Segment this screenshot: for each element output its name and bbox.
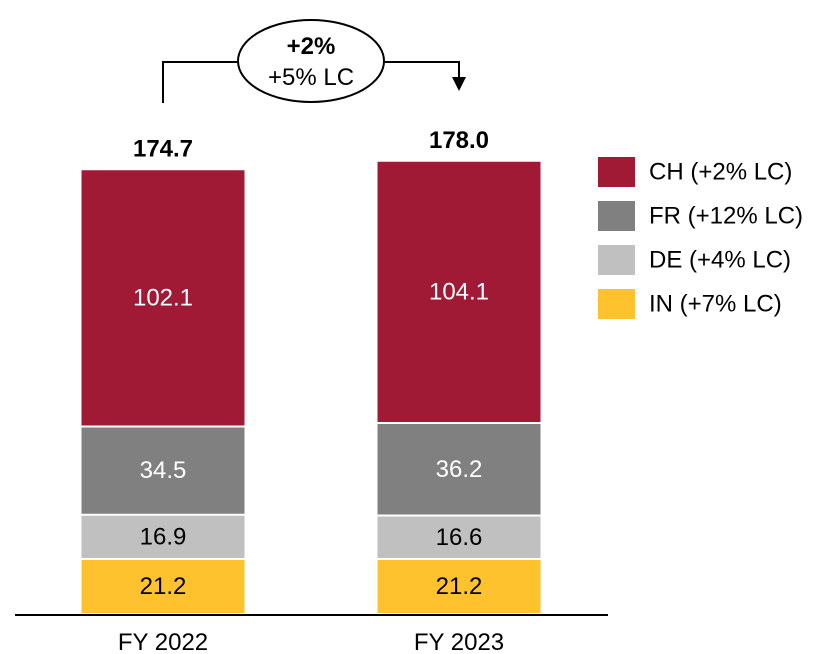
bar-segment-de-fy-2023	[377, 516, 541, 558]
bar-value-label: 36.2	[436, 456, 483, 483]
bar-value-label: 21.2	[140, 573, 187, 600]
legend-swatch-in	[598, 289, 635, 319]
bar-value-label: 21.2	[436, 573, 483, 600]
bar-value-label: 104.1	[429, 278, 489, 305]
bar-value-label: 102.1	[133, 284, 193, 311]
bar-segment-in-fy-2022	[81, 560, 245, 613]
bar-value-label: 16.6	[436, 524, 483, 551]
category-labels: FY 2022 FY 2023	[118, 629, 504, 654]
bar-segment-ch-fy-2023	[377, 161, 541, 422]
bar-segment-in-fy-2023	[377, 560, 541, 613]
bar-segment-fr-fy-2022	[81, 427, 245, 514]
growth-annotation: +2% +5% LC	[162, 19, 466, 103]
legend-label: DE (+4% LC)	[649, 247, 791, 274]
legend-label: IN (+7% LC)	[649, 291, 782, 318]
growth-percent: +2%	[287, 33, 336, 60]
legend-label: CH (+2% LC)	[649, 159, 792, 186]
bar-segment-ch-fy-2022	[81, 170, 245, 426]
legend: CH (+2% LC) FR (+12% LC) DE (+4% LC) IN (+7…	[598, 157, 803, 319]
growth-percent-lc: +5% LC	[268, 64, 354, 91]
growth-ellipse	[237, 19, 385, 103]
bar-segment-de-fy-2022	[81, 515, 245, 558]
x-tick-label: FY 2022	[118, 629, 208, 654]
bar-segment-fr-fy-2023	[377, 424, 541, 515]
legend-swatch-ch	[598, 157, 635, 187]
bar-value-label: 34.5	[140, 457, 187, 484]
bar-value-label: 16.9	[140, 523, 187, 550]
legend-label: FR (+12% LC)	[649, 203, 803, 230]
growth-arrowhead	[452, 77, 466, 91]
legend-swatch-fr	[598, 201, 635, 231]
growth-connector-left	[162, 61, 240, 103]
bars-layer: 21.2 16.9 34.5 102.1 21.2 16.6 36.2 104.1	[81, 161, 541, 613]
legend-swatch-de	[598, 245, 635, 275]
growth-connector-right	[382, 61, 460, 78]
x-tick-label: FY 2023	[414, 629, 504, 654]
bar-total-label: 178.0	[429, 127, 489, 154]
bar-total-label: 174.7	[133, 135, 193, 162]
totals-layer: 174.7 178.0	[133, 127, 489, 163]
